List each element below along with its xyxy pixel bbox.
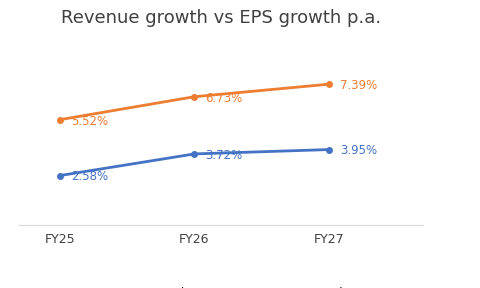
Text: 6.73%: 6.73% xyxy=(205,92,242,105)
Revenue growth- YoY% xyxy=(191,152,197,156)
Text: 5.52%: 5.52% xyxy=(71,115,108,128)
Text: 7.39%: 7.39% xyxy=(339,79,377,92)
Revenue growth- YoY% xyxy=(57,174,62,177)
EPS growth- YoY% xyxy=(191,95,197,98)
Revenue growth- YoY% xyxy=(325,148,331,151)
Text: 3.95%: 3.95% xyxy=(339,145,376,158)
EPS growth- YoY% xyxy=(325,82,331,86)
Text: 2.58%: 2.58% xyxy=(71,170,108,183)
EPS growth- YoY% xyxy=(57,118,62,122)
Text: 3.72%: 3.72% xyxy=(205,149,242,162)
Legend: Revenue growth- YoY%, EPS growth- YoY%: Revenue growth- YoY%, EPS growth- YoY% xyxy=(51,282,390,288)
Title: Revenue growth vs EPS growth p.a.: Revenue growth vs EPS growth p.a. xyxy=(61,10,381,27)
Line: Revenue growth- YoY%: Revenue growth- YoY% xyxy=(57,147,331,178)
Line: EPS growth- YoY%: EPS growth- YoY% xyxy=(57,82,331,122)
